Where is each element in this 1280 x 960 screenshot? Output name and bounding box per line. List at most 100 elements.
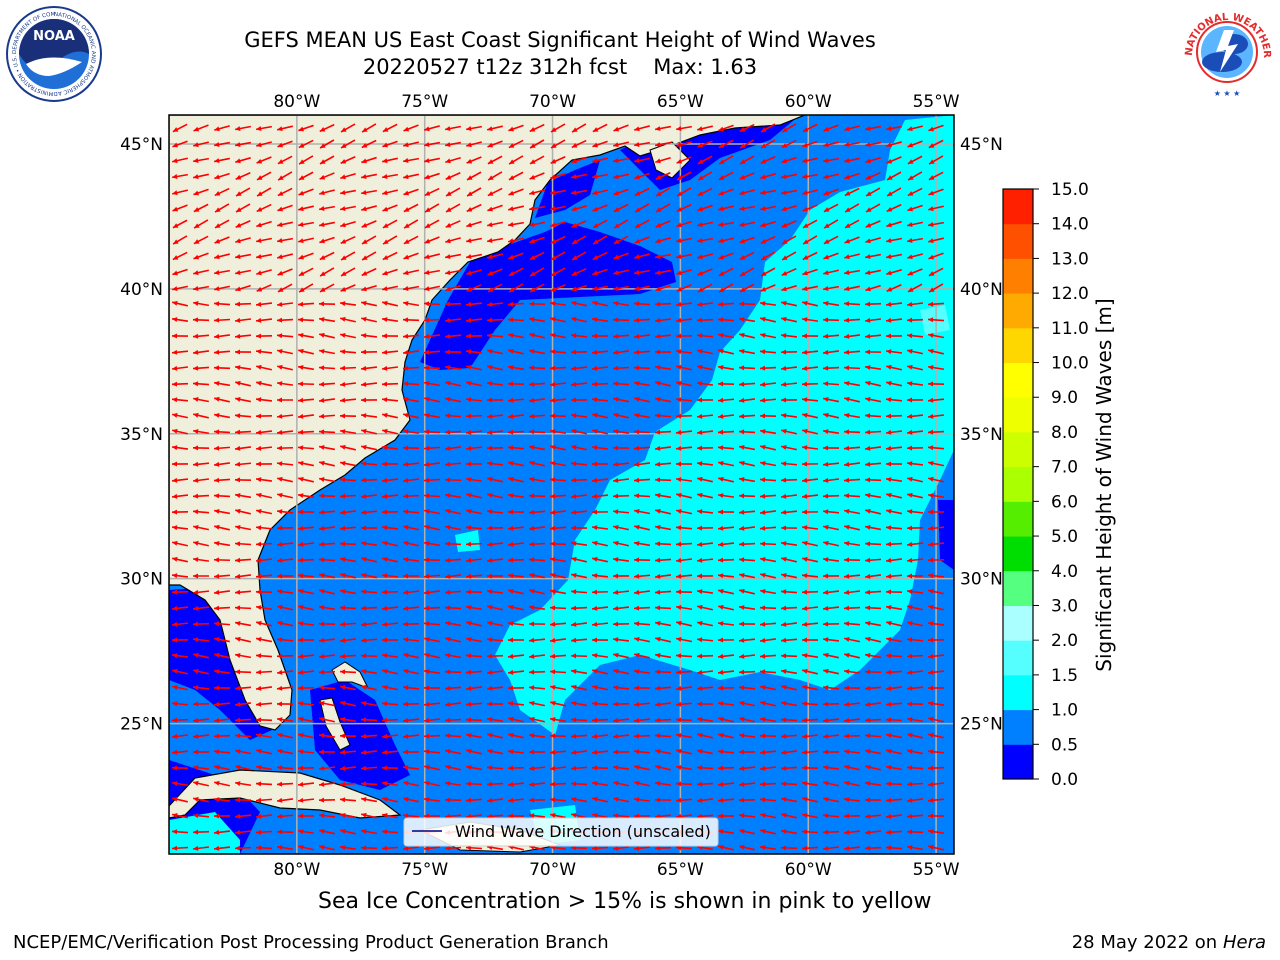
wave-arrow-head <box>361 525 367 531</box>
wave-arrow-head <box>592 300 598 306</box>
wave-arrow-head <box>403 477 409 483</box>
wave-arrow-head <box>865 174 872 180</box>
wave-arrow-head <box>718 365 724 370</box>
wave-arrow-head <box>172 445 178 451</box>
wave-arrow-head <box>823 605 829 611</box>
wave-arrow-head <box>928 175 935 180</box>
wave-arrow-head <box>530 143 536 149</box>
wave-arrow-head <box>928 541 934 547</box>
wave-arrow-head <box>928 509 934 515</box>
wave-arrow-head <box>193 412 199 418</box>
wave-arrow-head <box>550 525 556 531</box>
wave-arrow-head <box>466 620 472 626</box>
wave-arrow-head <box>823 733 829 739</box>
wave-arrow-head <box>424 174 430 180</box>
wave-arrow-head <box>256 429 262 435</box>
wave-arrow-head <box>655 174 662 180</box>
colorbar-tick-label: 13.0 <box>1051 249 1089 269</box>
colorbar-tick-label: 9.0 <box>1051 388 1078 408</box>
wave-arrow-head <box>298 557 304 563</box>
wave-arrow-head <box>697 238 703 243</box>
wave-arrow-head <box>319 255 326 260</box>
wave-arrow-head <box>361 797 367 802</box>
wave-arrow-head <box>445 733 451 739</box>
wave-arrow-head <box>277 813 283 819</box>
wave-arrow-head <box>655 222 662 228</box>
wave-arrow-head <box>571 541 577 547</box>
wave-arrow-head <box>781 589 787 595</box>
wave-arrow-head <box>571 286 577 292</box>
wave-arrow-head <box>760 286 767 292</box>
wave-arrow-head <box>235 238 241 244</box>
wave-arrow-head <box>277 620 283 626</box>
wave-arrow-head <box>676 270 682 276</box>
wave-arrow-head <box>508 365 514 370</box>
wave-arrow-head <box>865 557 871 563</box>
wave-arrow-head <box>466 573 472 579</box>
wave-arrow-head <box>508 749 514 755</box>
wave-arrow-head <box>571 349 577 355</box>
wave-arrow-head <box>886 685 892 691</box>
wave-arrow-head <box>529 397 535 403</box>
wave-arrow-head <box>739 557 745 563</box>
wave-arrow-head <box>445 333 451 339</box>
wave-arrow-head <box>802 796 808 802</box>
wave-arrow-head <box>886 158 893 164</box>
wave-arrow-head <box>487 254 493 260</box>
wave-arrow-head <box>718 541 724 547</box>
wave-arrow-head <box>613 349 619 355</box>
wave-arrow-head <box>802 493 808 499</box>
wave-arrow-head <box>424 636 430 642</box>
wave-arrow-head <box>865 813 871 819</box>
wave-arrow-head <box>676 797 682 803</box>
wave-arrow-head <box>298 317 304 323</box>
wave-arrow-head <box>613 174 619 180</box>
wave-arrow-head <box>277 476 283 482</box>
wave-arrow-head <box>718 348 724 354</box>
wave-arrow-head <box>550 733 556 739</box>
colorbar-swatch <box>1003 327 1033 364</box>
wave-arrow-head <box>172 158 178 164</box>
wave-arrow-head <box>676 845 682 851</box>
wave-arrow-head <box>382 637 388 643</box>
colorbar-tick-label: 1.5 <box>1051 666 1078 686</box>
wave-arrow-head <box>319 749 325 755</box>
wave-arrow-head <box>844 365 850 371</box>
wave-arrow-head <box>697 525 703 531</box>
wave-arrow-head <box>529 605 535 611</box>
wave-arrow-head <box>382 605 388 611</box>
wave-arrow-head <box>655 733 661 739</box>
wave-arrow-head <box>865 349 871 355</box>
wave-arrow-head <box>424 142 430 147</box>
wave-arrow-head <box>886 508 892 514</box>
wave-arrow-head <box>634 621 640 627</box>
high-wave-region <box>169 812 240 854</box>
wave-arrow-head <box>739 255 746 260</box>
wave-arrow-head <box>571 493 577 499</box>
wave-arrow-head <box>634 652 640 658</box>
wave-arrow-head <box>319 733 325 739</box>
wave-arrow-head <box>676 364 682 370</box>
wave-arrow-head <box>655 270 661 276</box>
wave-arrow-head <box>739 828 745 834</box>
wave-arrow-head <box>740 143 746 149</box>
wave-arrow-head <box>340 653 346 659</box>
wave-arrow-head <box>634 764 640 770</box>
wave-arrow-head <box>592 158 598 164</box>
wave-arrow-head <box>256 317 262 323</box>
wave-arrow-head <box>466 781 472 787</box>
wave-arrow-head <box>613 190 620 196</box>
wave-arrow-head <box>403 333 409 339</box>
wave-arrow-head <box>298 238 304 244</box>
wave-arrow-head <box>613 701 619 707</box>
wave-arrow-head <box>256 765 262 770</box>
wave-arrow-head <box>193 239 200 244</box>
wave-arrow-head <box>571 428 577 434</box>
wave-arrow-head <box>592 428 598 434</box>
wave-arrow-head <box>634 429 640 435</box>
wave-arrow-head <box>256 254 262 259</box>
wave-arrow-head <box>445 317 451 323</box>
lon-label-top: 80°W <box>273 92 320 112</box>
wave-arrow-head <box>445 477 451 483</box>
wave-arrow-head <box>529 159 536 164</box>
